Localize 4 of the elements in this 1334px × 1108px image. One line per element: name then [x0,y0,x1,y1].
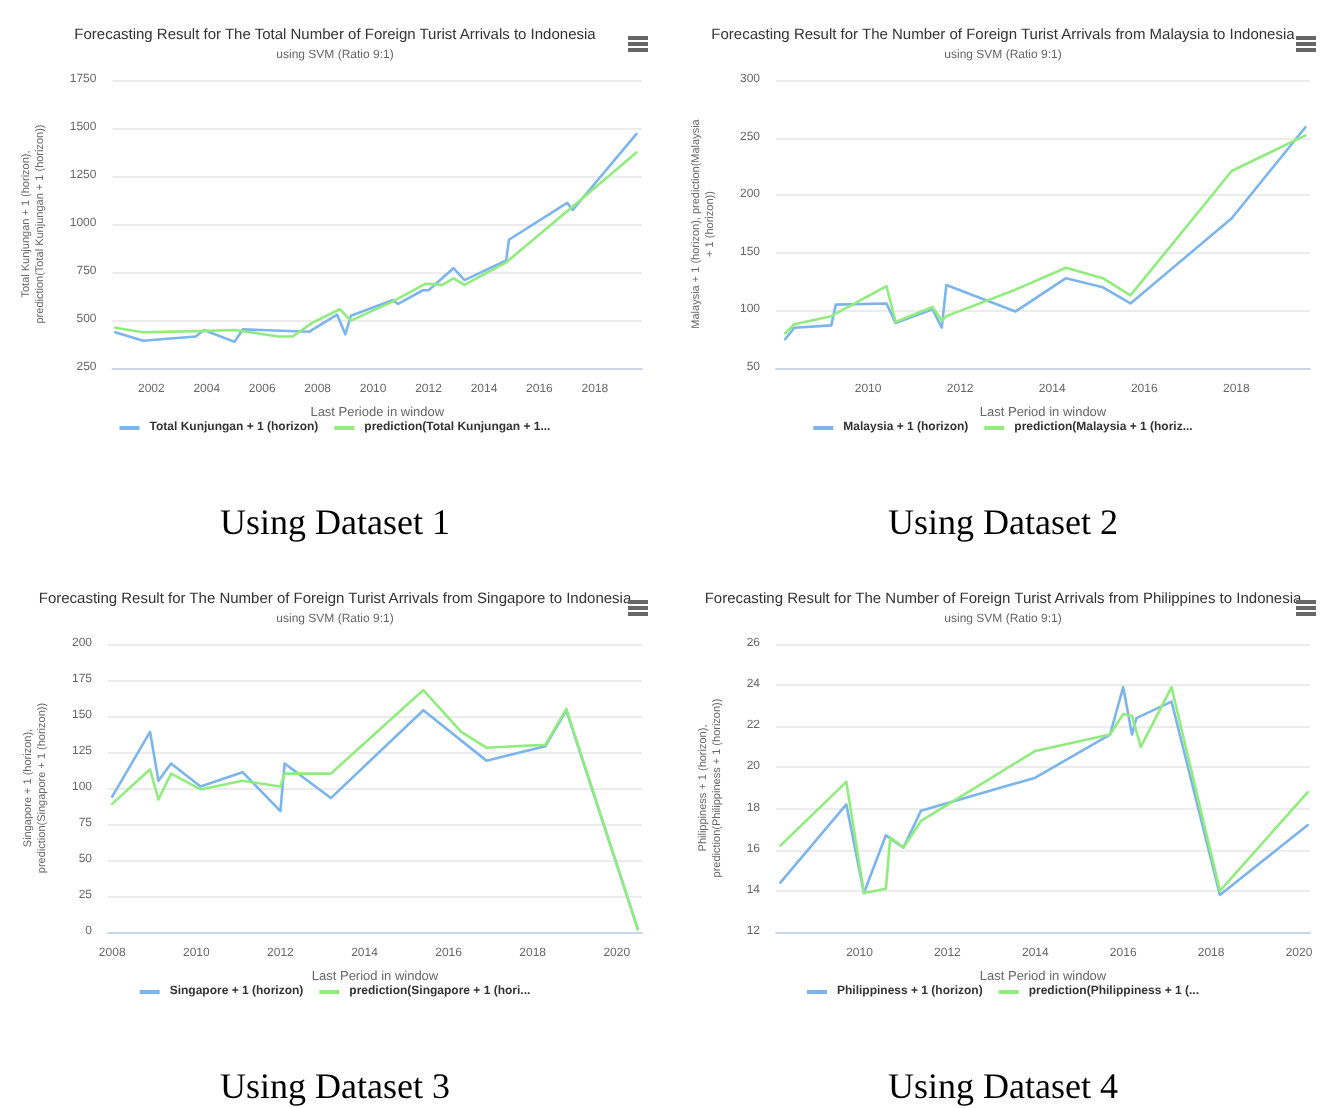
text: Using Dataset 4 [888,1066,1118,1106]
text: Using Dataset 2 [888,502,1118,542]
text: Using Dataset 3 [220,1066,450,1106]
text: Using Dataset 1 [220,502,450,542]
